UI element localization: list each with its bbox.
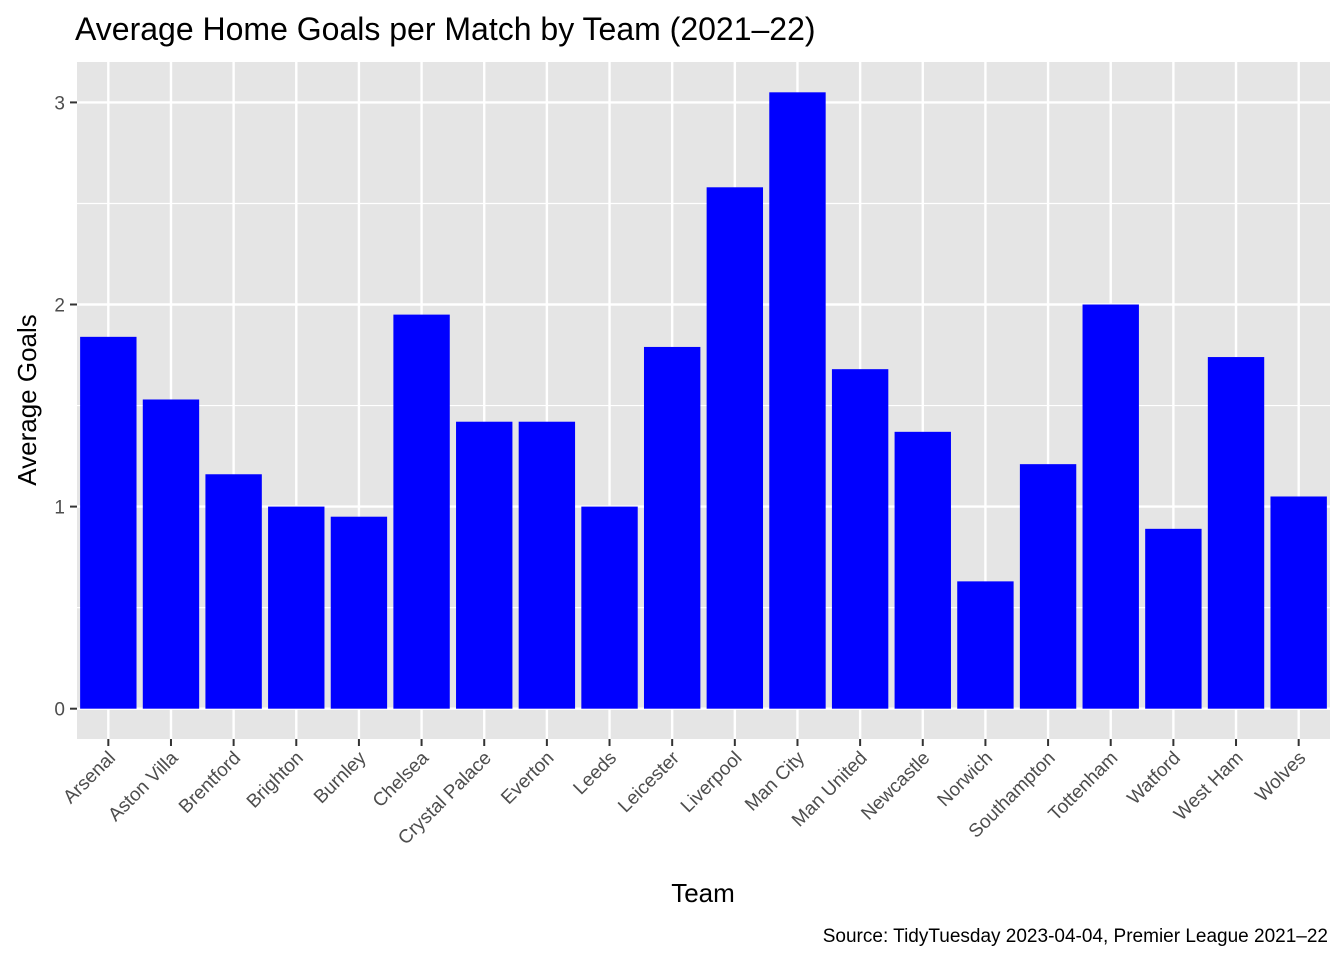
bar-everton (518, 421, 576, 709)
bar-tottenham (1082, 304, 1139, 709)
x-tick-label: Brighton (243, 748, 308, 813)
x-tick-label: West Ham (1170, 748, 1247, 825)
bar-newcastle (894, 431, 951, 709)
y-axis-title: Average Goals (12, 314, 42, 486)
x-tick-label: Leeds (570, 748, 621, 799)
y-tick-label: 3 (54, 93, 65, 114)
bar-brighton (268, 506, 325, 709)
x-tick-label: Norwich (934, 748, 997, 811)
bar-west-ham (1207, 357, 1265, 709)
x-tick-label: Arsenal (59, 748, 119, 808)
bar-crystal-palace (456, 421, 513, 709)
x-axis-title: Team (671, 878, 735, 908)
bar-norwich (957, 581, 1014, 709)
bar-wolves (1270, 496, 1327, 709)
bar-leeds (581, 506, 638, 709)
x-tick-label: Leicester (614, 747, 684, 817)
bar-man-city (769, 92, 826, 709)
y-tick-label: 0 (54, 700, 65, 721)
caption: Source: TidyTuesday 2023-04-04, Premier … (823, 926, 1328, 947)
y-tick-label: 2 (54, 296, 65, 317)
bar-arsenal (80, 336, 137, 709)
y-axis: 0 1 2 3 (54, 93, 77, 721)
x-tick-label: Brentford (175, 748, 245, 818)
x-tick-label: Burnley (310, 747, 371, 808)
x-tick-label: Chelsea (369, 747, 433, 811)
x-tick-label: Liverpool (677, 748, 746, 817)
bar-liverpool (706, 187, 764, 709)
x-tick-label: Everton (497, 748, 558, 809)
bar-southampton (1019, 464, 1077, 709)
bar-chelsea (393, 314, 450, 709)
bars (80, 92, 1327, 709)
plot-panel (77, 62, 1330, 739)
bar-burnley (330, 516, 388, 709)
x-tick-label: Wolves (1252, 748, 1311, 807)
y-tick-label: 1 (54, 498, 65, 519)
x-tick-label: Watford (1124, 748, 1185, 809)
bar-leicester (643, 346, 701, 709)
bar-man-united (831, 369, 889, 709)
bar-brentford (205, 474, 262, 709)
bar-watford (1145, 528, 1202, 709)
bar-aston-villa (142, 399, 200, 709)
chart-title: Average Home Goals per Match by Team (20… (75, 11, 816, 47)
x-tick-label: Newcastle (857, 748, 934, 825)
